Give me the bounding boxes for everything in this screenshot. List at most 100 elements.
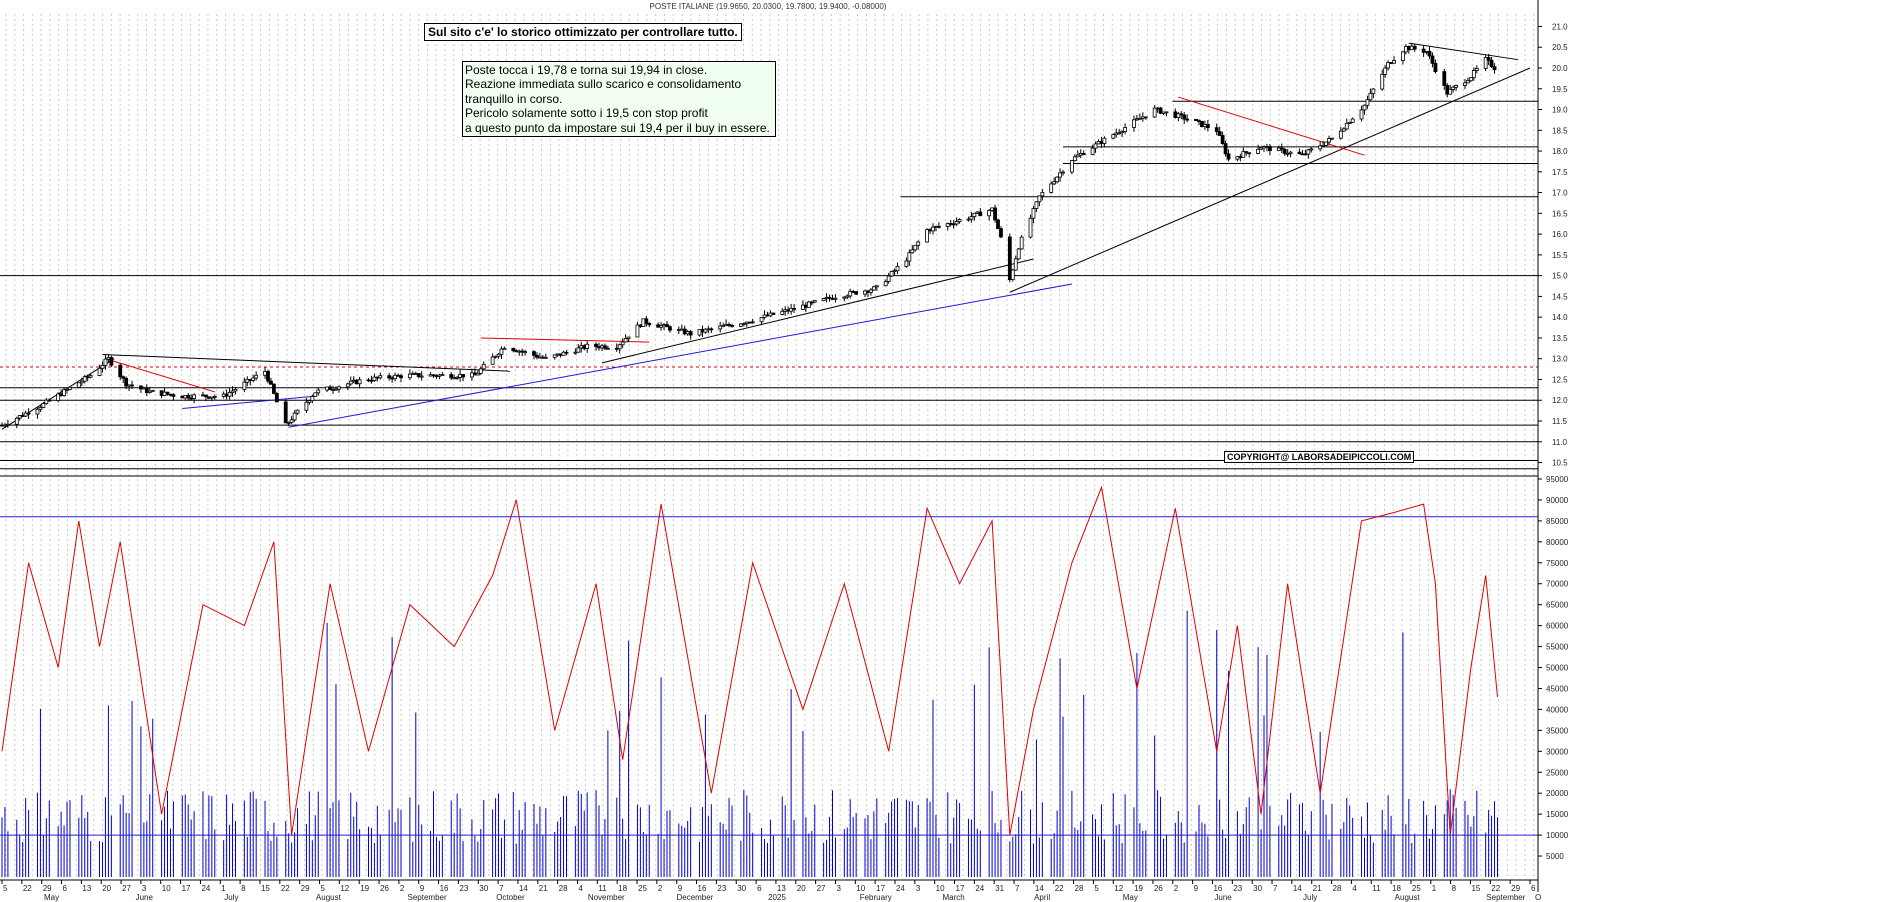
candle-body xyxy=(759,316,764,323)
candle-body xyxy=(266,371,270,382)
candle-body xyxy=(1058,172,1062,178)
candle-body xyxy=(1031,208,1036,219)
price-tick-label: 14.0 xyxy=(1552,313,1568,322)
candle-body xyxy=(1303,153,1308,156)
candle-body xyxy=(641,318,646,327)
candle-body xyxy=(1262,146,1266,149)
day-tick-label: 9 xyxy=(420,884,425,893)
candle-body xyxy=(481,363,486,370)
day-tick-label: 3 xyxy=(916,884,921,893)
candle-body xyxy=(1268,146,1272,152)
day-tick-label: 23 xyxy=(459,884,468,893)
candle-body xyxy=(310,396,315,402)
note-line-4: Pericolo solamente sotto i 19,5 con stop… xyxy=(465,106,708,121)
candle-body xyxy=(1164,111,1169,114)
candlesticks xyxy=(0,42,1497,429)
candle-body xyxy=(1152,107,1157,118)
candle-body xyxy=(1205,124,1210,129)
candle-body xyxy=(996,219,1000,230)
candle-body xyxy=(399,375,403,379)
candle-body xyxy=(656,324,661,328)
price-tick-label: 13.0 xyxy=(1552,355,1568,364)
candle-body xyxy=(437,374,442,377)
candle-body xyxy=(1241,151,1246,158)
candle-body xyxy=(26,412,31,415)
candle-body xyxy=(472,372,477,376)
candle-body xyxy=(272,383,276,394)
day-tick-label: 1 xyxy=(221,884,226,893)
candle-body xyxy=(1380,73,1385,90)
month-label: October xyxy=(496,893,525,902)
candle-body xyxy=(1194,118,1198,122)
candle-body xyxy=(812,300,817,303)
candle-body xyxy=(1220,135,1225,145)
candle-body xyxy=(845,295,850,298)
price-tick-label: 19.0 xyxy=(1552,106,1568,115)
x-axis-day-labels: 5 22 29 6 13 20 27 3 10 17 24 1 8 15 22 29 5 12 19 26 2 9 16 23… xyxy=(1,880,1536,893)
candle-body xyxy=(978,211,983,217)
candle-body xyxy=(124,377,129,387)
day-tick-label: 20 xyxy=(797,884,806,893)
trendline xyxy=(1009,67,1531,293)
day-tick-label: 27 xyxy=(817,884,826,893)
candle-body xyxy=(869,289,873,293)
day-tick-label: 17 xyxy=(876,884,885,893)
candle-body xyxy=(883,281,888,287)
candle-body xyxy=(682,328,687,335)
candle-body xyxy=(1137,117,1142,120)
day-tick-label: 25 xyxy=(638,884,647,893)
candle-body xyxy=(1111,134,1116,139)
candle-body xyxy=(147,390,152,394)
copyright-label: COPYRIGHT@ LABORSADEIPICCOLI.COM xyxy=(1224,451,1415,463)
candle-body xyxy=(523,351,528,354)
candle-body xyxy=(1143,116,1148,119)
candle-body xyxy=(990,207,994,211)
day-tick-label: 28 xyxy=(559,884,568,893)
candle-body xyxy=(792,307,796,310)
candle-body xyxy=(478,368,483,374)
month-label: 2025 xyxy=(768,893,786,902)
candle-body xyxy=(600,345,604,349)
candle-body xyxy=(561,351,566,356)
candle-body xyxy=(730,325,734,327)
day-tick-label: 21 xyxy=(539,884,548,893)
day-tick-label: 12 xyxy=(340,884,349,893)
candle-body xyxy=(555,353,560,356)
day-tick-label: 16 xyxy=(1213,884,1222,893)
day-tick-label: 29 xyxy=(301,884,310,893)
candle-body xyxy=(97,367,102,376)
candle-body xyxy=(1155,107,1160,110)
candle-body xyxy=(366,379,371,382)
oscillator-reference-lines xyxy=(0,516,1538,836)
candle-body xyxy=(594,343,598,348)
candle-body xyxy=(221,393,226,397)
candle-body xyxy=(286,421,291,424)
candle-body xyxy=(854,291,859,295)
day-tick-label: 16 xyxy=(440,884,449,893)
candle-body xyxy=(623,338,628,343)
candle-body xyxy=(951,223,956,226)
candle-body xyxy=(892,270,897,273)
candle-body xyxy=(1300,153,1305,156)
candle-body xyxy=(931,226,935,232)
candle-body xyxy=(1288,151,1293,154)
day-tick-label: 21 xyxy=(1313,884,1322,893)
month-label: June xyxy=(1214,893,1232,902)
volume-tick-label: 15000 xyxy=(1546,810,1569,819)
candle-body xyxy=(1368,92,1373,101)
candle-body xyxy=(413,372,418,375)
day-tick-label: 10 xyxy=(162,884,171,893)
candle-body xyxy=(274,393,279,403)
month-label: September xyxy=(1486,893,1525,902)
candle-body xyxy=(1276,147,1281,152)
candle-body xyxy=(535,354,539,358)
candle-body xyxy=(1013,258,1018,271)
candle-body xyxy=(1244,151,1249,154)
candle-body xyxy=(127,384,131,387)
month-label: March xyxy=(942,893,964,902)
price-tick-label: 15.0 xyxy=(1552,272,1568,281)
candle-body xyxy=(1282,148,1287,154)
candle-body xyxy=(233,388,238,392)
candle-body xyxy=(724,324,729,327)
day-tick-label: 24 xyxy=(201,884,210,893)
